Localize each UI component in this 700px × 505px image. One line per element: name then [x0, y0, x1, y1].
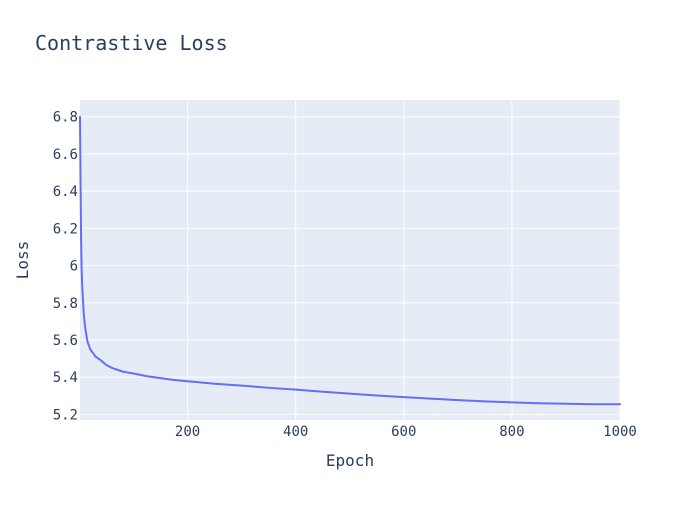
y-tick-labels: 5.2 5.4 5.6 5.8 6 6.2 6.4 6.6 6.8 — [53, 110, 78, 424]
x-tick-label: 200 — [175, 424, 200, 440]
y-tick-label: 6 — [70, 259, 78, 275]
y-gridlines — [80, 116, 620, 415]
plot-area — [80, 100, 620, 420]
x-tick-label: 800 — [499, 424, 524, 440]
y-tick-label: 6.4 — [53, 184, 78, 200]
y-tick-label: 6.6 — [53, 147, 78, 163]
y-tick-label: 5.2 — [53, 407, 78, 423]
series-layer — [79, 115, 621, 406]
x-gridlines — [187, 100, 621, 420]
y-axis-label: Loss — [13, 241, 32, 280]
y-tick-label: 6.8 — [53, 110, 78, 126]
chart-title: Contrastive Loss — [35, 31, 228, 55]
x-axis-label: Epoch — [326, 451, 374, 470]
x-tick-label: 1000 — [603, 424, 637, 440]
loss-line — [79, 115, 621, 406]
x-tick-label: 600 — [391, 424, 416, 440]
y-tick-label: 6.2 — [53, 221, 78, 237]
x-tick-labels: 200 400 600 800 1000 — [175, 424, 637, 440]
y-tick-label: 5.4 — [53, 370, 78, 386]
y-tick-label: 5.6 — [53, 333, 78, 349]
x-tick-label: 400 — [283, 424, 308, 440]
y-tick-label: 5.8 — [53, 296, 78, 312]
